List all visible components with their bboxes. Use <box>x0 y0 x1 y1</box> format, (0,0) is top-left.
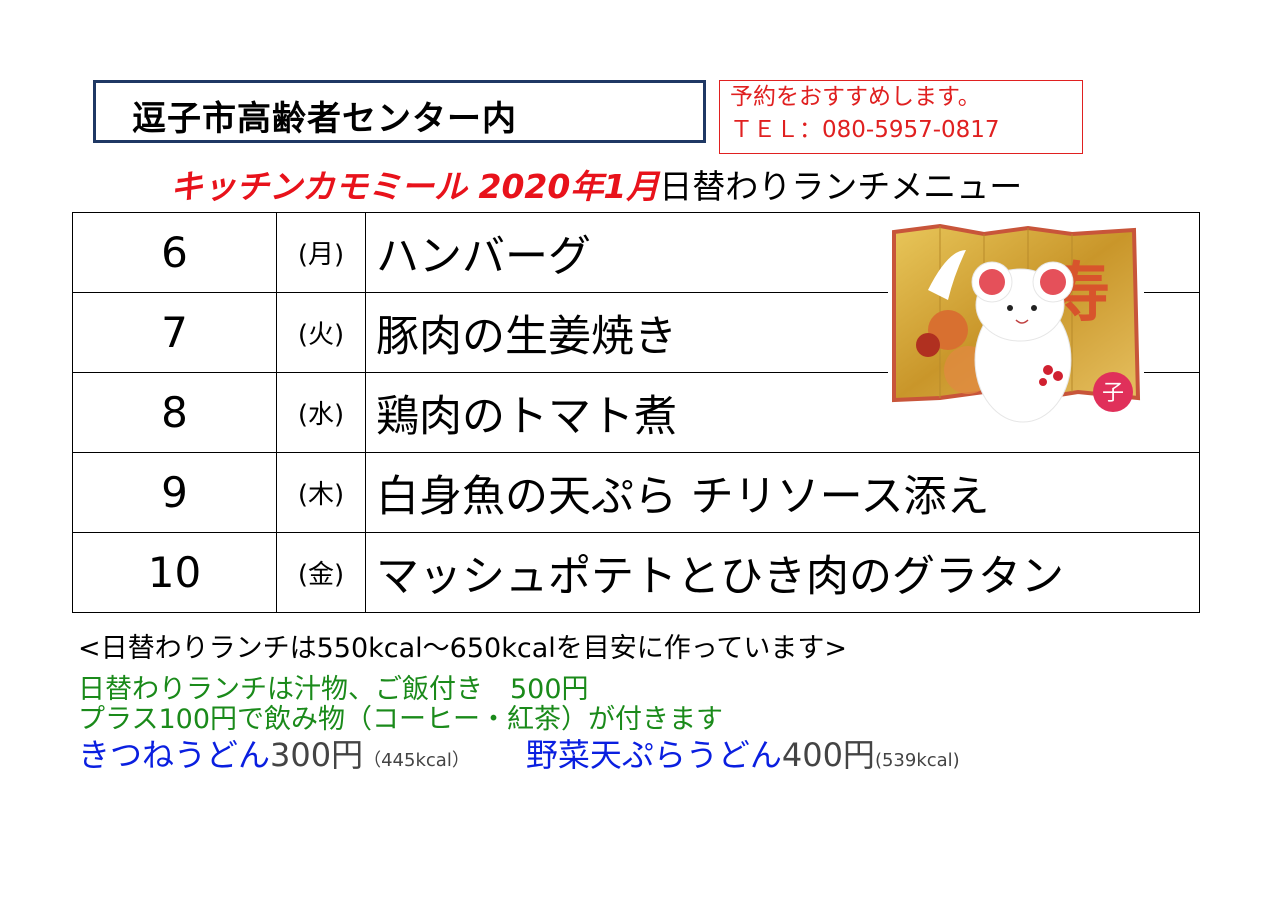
udon2-price: 400円 <box>781 736 875 774</box>
ne-seal <box>1093 372 1133 412</box>
udon1-name: きつねうどん <box>78 736 271 774</box>
phone-number: ＴＥＬ：080-5957-0817 <box>730 117 1000 143</box>
dish-cell: 鶏肉のトマト煮 <box>365 372 1200 453</box>
dish-cell: 白身魚の天ぷら チリソース添え <box>365 452 1200 533</box>
ne-kanji: 子 <box>1102 381 1124 406</box>
title-rest: 日替わりランチメニュー <box>659 167 1023 206</box>
udon2-kcal: (539kcal) <box>874 750 960 771</box>
udon1-price: 300円 <box>270 736 364 774</box>
mouse-icon <box>971 261 1074 423</box>
weekday-cell: (木) <box>276 452 366 533</box>
weekday-cell: (月) <box>276 212 366 293</box>
menu-row: 10 (金) マッシュポテトとひき肉のグラタン <box>72 532 1200 613</box>
weekday-cell: (水) <box>276 372 366 453</box>
page-title: キッチンカモミール 2020年1月日替わりランチメニュー <box>170 160 1022 208</box>
reservation-note: 予約をおすすめします。 <box>730 84 981 110</box>
day-cell: 8 <box>72 372 277 453</box>
menu-row: 8 (水) 鶏肉のトマト煮 <box>72 372 1200 453</box>
drink-note: プラス100円で飲み物（コーヒー・紅茶）が付きます <box>78 704 723 735</box>
udon1-kcal: （445kcal） <box>363 750 470 771</box>
calorie-note: <日替わりランチは550kcal～650kcalを目安に作っています> <box>78 633 848 664</box>
dish-cell: マッシュポテトとひき肉のグラタン <box>365 532 1200 613</box>
venue-box: 逗子市高齢者センター内 <box>93 80 706 143</box>
day-cell: 10 <box>72 532 277 613</box>
udon-prices: きつねうどん300円（445kcal） 野菜天ぷらうどん400円(539kcal) <box>78 730 960 776</box>
weekday-cell: (金) <box>276 532 366 613</box>
reservation-box: 予約をおすすめします。 ＴＥＬ：080-5957-0817 <box>719 80 1083 154</box>
menu-row: 9 (木) 白身魚の天ぷら チリソース添え <box>72 452 1200 533</box>
day-cell: 7 <box>72 292 277 373</box>
day-cell: 9 <box>72 452 277 533</box>
new-year-mouse-illustration: 寿 子 <box>888 220 1144 424</box>
udon2-name: 野菜天ぷらうどん <box>525 736 782 774</box>
weekday-cell: (火) <box>276 292 366 373</box>
venue-label: 逗子市高齢者センター内 <box>132 99 517 139</box>
title-shop: キッチンカモミール 2020年1月 <box>170 167 660 206</box>
lunch-price-note: 日替わりランチは汁物、ご飯付き 500円 <box>78 674 589 705</box>
day-cell: 6 <box>72 212 277 293</box>
